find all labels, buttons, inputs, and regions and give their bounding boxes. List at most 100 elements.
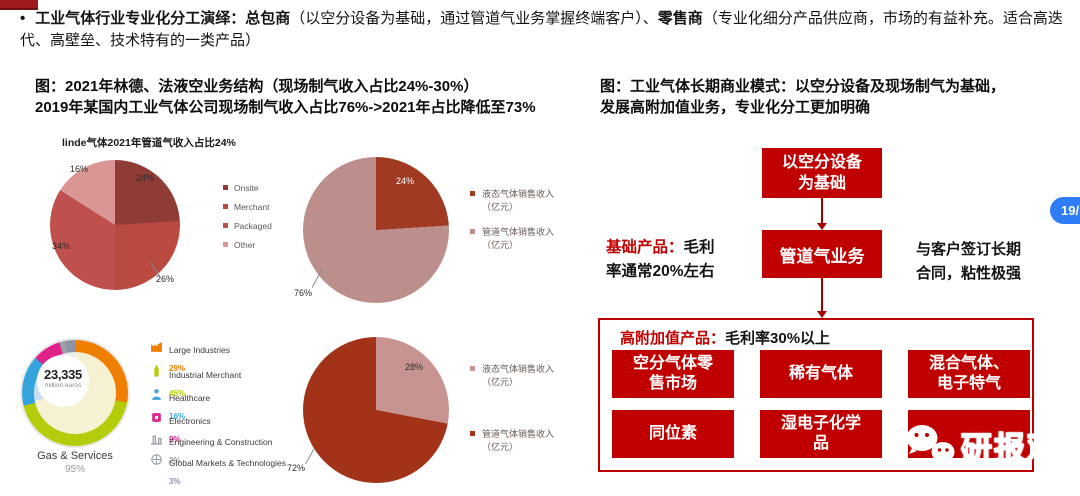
left-figure-title-line1: 图：2021年林德、法液空业务结构（现场制气收入占比24%-30%） — [35, 78, 479, 95]
header-emphasis-2: 零售商 — [657, 10, 703, 27]
healthcare-person-icon — [152, 389, 161, 400]
legend-marker — [470, 229, 475, 234]
header-emphasis-1: 工业气体行业专业化分工演绎：总包商 — [35, 10, 291, 27]
pie1-label-packaged: 34% — [52, 241, 71, 251]
donut-center-unit: million euros — [44, 382, 82, 389]
gas-cylinder-icon — [154, 365, 159, 377]
header-text-2: （专业化细分产品供应商，市场的有益补充。适合高迭代、高壁垒、技术特有的一类产品） — [20, 10, 1063, 49]
header-paragraph: • 工业气体行业专业化分工演绎：总包商（以空分设备为基础，通过管道气业务掌握终端客… — [20, 8, 1068, 52]
corner-accent-bar — [0, 0, 38, 10]
chip-icon — [152, 413, 161, 422]
legend-label: Onsite — [234, 183, 259, 193]
donut-center: 23,335 million euros — [37, 355, 89, 407]
pie1-label-merchant: 26% — [156, 274, 175, 284]
flow-box-pipeline-gas: 管道气业务 — [762, 230, 882, 278]
value-box-header-emphasis: 高附加值产品： — [620, 330, 726, 347]
pie3-legend-pipeline: 管道气体销售收入（亿元） — [470, 428, 554, 454]
left-figure-title-line2: 2019年某国内工业气体公司现场制气收入占比76%->2021年占比降低至73% — [35, 99, 536, 116]
arrow-head-1-icon — [817, 223, 827, 230]
pie1-label-other: 16% — [70, 164, 89, 174]
left-figure-title: 图：2021年林德、法液空业务结构（现场制气收入占比24%-30%） 2019年… — [35, 76, 595, 118]
donut-legend-large-industries: Large Industries 29% — [150, 340, 230, 376]
legend-value: 16% — [169, 412, 186, 421]
pie3-label-liquid: 28% — [405, 362, 424, 372]
donut-legend-engineering: Engineering & Construction 2% — [150, 432, 272, 468]
pie1-legend-merchant: Merchant — [223, 201, 269, 213]
page-number-label: 19/ — [1061, 203, 1080, 218]
watermark: 研报观 — [903, 412, 1073, 478]
construction-icon — [151, 435, 162, 445]
value-item-mixed-electronic-gases: 混合气体、电子特气 — [908, 350, 1030, 398]
wechat-icon — [906, 425, 961, 465]
donut-legend-global-markets: Global Markets & Technologies 3% — [150, 453, 286, 489]
customer-contract-note: 与客户签订长期合同，粘性极强 — [916, 238, 1028, 286]
legend-label: Engineering & Construction — [169, 437, 273, 447]
arrow-line-2 — [821, 278, 823, 312]
flow-box-air-separation: 以空分设备 为基础 — [762, 148, 882, 198]
pie1-legend-other: Other — [223, 239, 255, 251]
legend-marker — [470, 191, 475, 196]
pie1-label-onsite: 24% — [136, 173, 155, 183]
page-number-badge: 19/ — [1050, 197, 1080, 224]
donut-legend-healthcare: Healthcare 16% — [150, 388, 210, 424]
right-figure-title: 图：工业气体长期商业模式：以空分设备及现场制气为基础， 发展高附加值业务，专业化… — [600, 76, 1060, 118]
value-item-wet-electronic-chemicals: 湿电子化学品 — [760, 410, 882, 458]
donut-footer-label: Gas & Services — [37, 450, 113, 462]
legend-label: Packaged — [234, 221, 272, 231]
donut-footer-value: 95% — [64, 464, 85, 475]
legend-label: 管道气体销售收入（亿元） — [482, 429, 555, 452]
legend-label: Merchant — [234, 202, 270, 212]
legend-label: Industrial Merchant — [169, 370, 242, 380]
legend-marker — [223, 204, 228, 209]
basic-product-note-text: 毛利率通常20%左右 — [606, 239, 715, 280]
pie2-label-pipeline: 76% — [294, 288, 313, 298]
flow-box1-line2: 为基础 — [797, 175, 846, 192]
legend-value: 45% — [169, 389, 186, 398]
pie1-legend-packaged: Packaged — [223, 220, 272, 232]
value-item-isotopes: 同位素 — [612, 410, 734, 458]
pie2-label-liquid: 24% — [396, 176, 415, 186]
legend-value: 29% — [169, 364, 186, 373]
value-box-header-text: 毛利率30%以上 — [725, 330, 831, 347]
legend-marker — [223, 185, 228, 190]
legend-label: Other — [234, 240, 256, 250]
legend-label: 管道气体销售收入（亿元） — [482, 227, 555, 250]
right-figure-title-line1: 图：工业气体长期商业模式：以空分设备及现场制气为基础， — [600, 78, 1006, 95]
value-item-air-separation-retail: 空分气体零售市场 — [612, 350, 734, 398]
high-value-products-box: 高附加值产品：毛利率30%以上 空分气体零售市场 稀有气体 混合气体、电子特气 … — [598, 318, 1034, 472]
legend-value: 9% — [169, 435, 181, 444]
flow-box1-line1: 以空分设备 — [781, 154, 862, 171]
right-figure-title-line2: 发展高附加值业务，专业化分工更加明确 — [600, 99, 871, 116]
pie1-legend-onsite: Onsite — [223, 182, 259, 194]
pie3-legend-liquid: 液态气体销售收入（亿元） — [470, 363, 554, 389]
legend-label: Large Industries — [169, 345, 230, 355]
legend-label: Global Markets & Technologies — [169, 458, 287, 468]
legend-marker — [223, 223, 228, 228]
basic-product-note-emphasis: 基础产品： — [606, 239, 684, 256]
donut-chart: 23,335 million euros — [22, 340, 128, 446]
value-box-header: 高附加值产品：毛利率30%以上 — [620, 327, 830, 348]
customer-contract-note-text: 与客户签订长期合同，粘性极强 — [916, 241, 1022, 282]
donut-legend-electronics: Electronics 9% — [150, 411, 211, 447]
flow-box2-label: 管道气业务 — [779, 246, 865, 266]
legend-label: 液态气体销售收入（亿元） — [482, 189, 555, 212]
legend-marker — [223, 242, 228, 247]
pie2-legend-liquid: 液态气体销售收入（亿元） — [470, 188, 554, 214]
arrow-head-2-icon — [817, 311, 827, 318]
donut-center-value: 23,335 — [44, 367, 82, 382]
arrow-line-1 — [821, 198, 823, 224]
watermark-label: 研报观 — [960, 430, 1060, 467]
donut-legend-industrial-merchant: Industrial Merchant 45% — [150, 365, 241, 401]
pie2-legend-pipeline: 管道气体销售收入（亿元） — [470, 226, 554, 252]
basic-product-note: 基础产品：毛利率通常20%左右 — [606, 236, 718, 284]
header-text-1: （以空分设备为基础，通过管道气业务掌握终端客户）、 — [290, 10, 658, 27]
pie3-chart — [303, 337, 449, 483]
legend-label: 液态气体销售收入（亿元） — [482, 364, 555, 387]
globe-icon — [151, 454, 162, 465]
legend-label: Healthcare — [169, 393, 211, 403]
bullet-marker: • — [20, 10, 26, 27]
pie3-leader-line — [305, 448, 315, 465]
legend-value: 3% — [169, 477, 181, 486]
legend-marker — [470, 431, 475, 436]
